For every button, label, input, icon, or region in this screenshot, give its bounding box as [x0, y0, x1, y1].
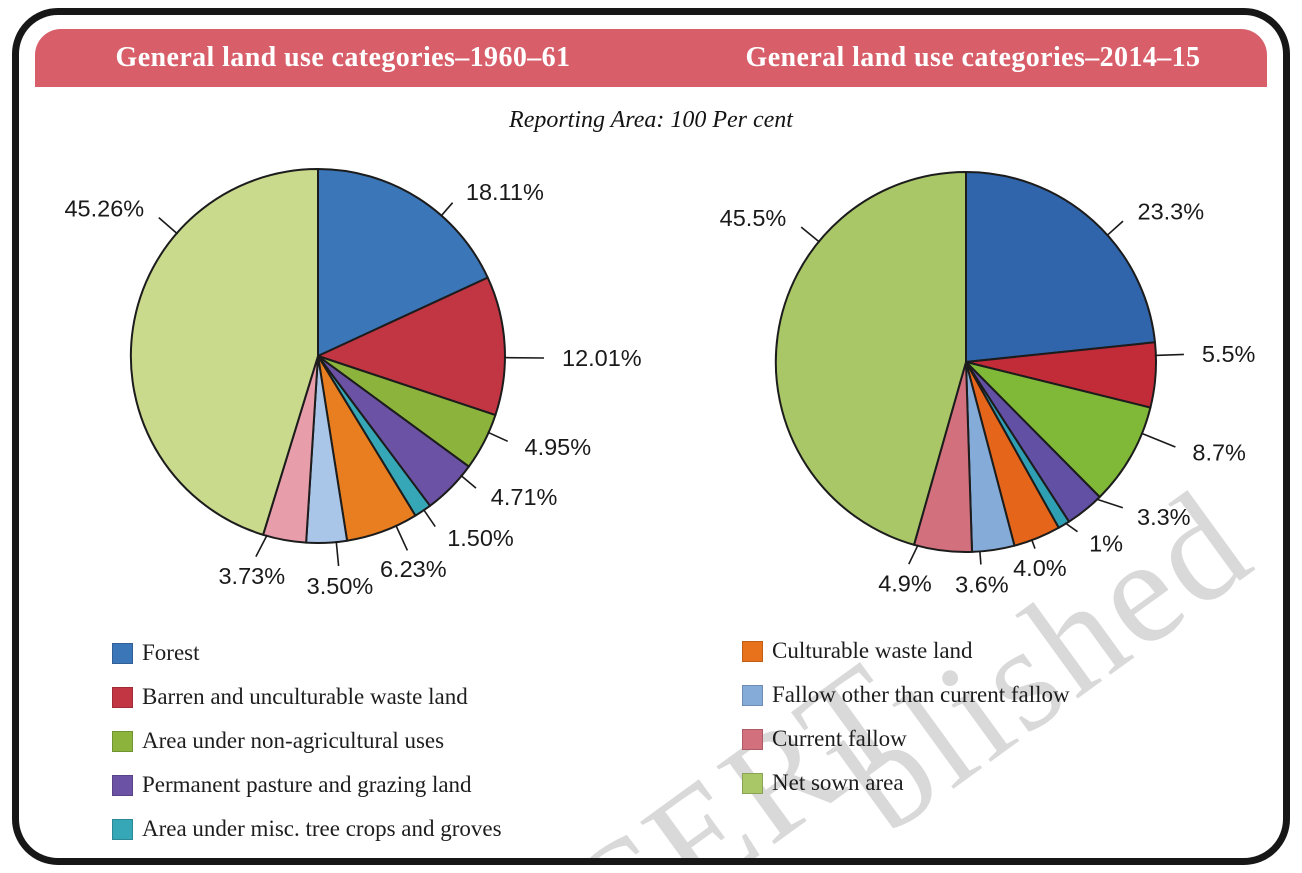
figure-frame: NCERT blished General land use categorie… [12, 8, 1290, 865]
legend-swatch-forest [112, 642, 133, 664]
pie-1960-61-leader-line-current-fallow [255, 534, 268, 557]
pie-2014-15-leader-line-forest [1106, 220, 1124, 237]
pie-2014-15-label-barren-and-unculturable-waste-land: 5.5% [1202, 341, 1256, 367]
pie-2014-15-label-area-under-misc-tree-crops-and-groves: 1% [1089, 530, 1123, 556]
legend-swatch-current-fallow [742, 728, 763, 750]
pie-1960-61-slice-forest [317, 168, 489, 357]
pie-2014-15-label-current-fallow: 4.9% [878, 571, 932, 597]
pie-1960-61-label-area-under-non-agricultural-uses: 4.95% [525, 434, 592, 460]
legend-swatch-area-under-misc-tree-crops-and-groves [112, 818, 133, 840]
pie-2014-15-leader-line-net-sown-area [800, 226, 821, 243]
pie-1960-61-leader-line-area-under-misc-tree-crops-and-groves [422, 508, 436, 528]
legend-swatch-barren-and-unculturable-waste-land [112, 686, 133, 708]
pie-1960-61-leader-line-culturable-waste-land [394, 524, 409, 551]
legend-label: Net sown area [772, 770, 904, 795]
legend-item: Permanent pasture and grazing land [112, 772, 502, 797]
pie-1960-61-leader-line-fallow-other-than-current-fallow [335, 541, 340, 567]
pie-2014-15-label-permanent-pasture-and-grazing-land: 3.3% [1137, 504, 1191, 530]
pie-1960-61-label-culturable-waste-land: 6.23% [380, 556, 447, 582]
legend-swatch-net-sown-area [742, 772, 763, 794]
legend-swatch-area-under-non-agricultural-uses [112, 730, 133, 752]
legend-item: Net sown area [742, 770, 1070, 795]
pie-2014-15-label-net-sown-area: 45.5% [720, 205, 787, 231]
legend-label: Area under misc. tree crops and groves [142, 816, 502, 841]
legend-swatch-permanent-pasture-and-grazing-land [112, 774, 133, 796]
pie-2014-15-slice-forest [965, 171, 1156, 363]
pie-2014-15-label-fallow-other-than-current-fallow: 3.6% [955, 571, 1009, 597]
reporting-area-subtitle: Reporting Area: 100 Per cent [509, 107, 793, 133]
pie-2014-15-label-culturable-waste-land: 4.0% [1013, 555, 1067, 581]
pie-2014-15-leader-line-area-under-non-agricultural-uses [1140, 432, 1176, 448]
pie-2014-15-leader-line-culturable-waste-land [1030, 539, 1036, 549]
pie-1960-61-label-net-sown-area: 45.26% [64, 195, 144, 221]
header-title-1960-61: General land use categories–1960–61 [115, 42, 571, 73]
pie-1960-61-slice-barren-and-unculturable-waste-land [317, 276, 506, 417]
pie-2014-15-leader-line-permanent-pasture-and-grazing-land [1095, 498, 1124, 509]
legend-item: Barren and unculturable waste land [112, 684, 502, 709]
legend-right-column: Culturable waste land Fallow other than c… [742, 638, 1070, 816]
legend-label: Forest [142, 640, 200, 665]
pie-1960-61-leader-line-net-sown-area [158, 216, 179, 235]
pie-1960-61-slice-net-sown-area [129, 168, 319, 536]
legend-swatch-fallow-other-than-current-fallow [742, 684, 763, 706]
legend-left-column: Forest Barren and unculturable waste land… [112, 640, 502, 858]
pie-2014-15-leader-line-current-fallow [908, 544, 919, 565]
pie-2014-15-slice-area-under-non-agricultural-uses [965, 361, 1152, 498]
pie-charts-canvas: 18.11% 12.01% 4.95% 4.71% 1.50%6.23%3.50% 3.7… [64, 168, 1256, 599]
pie-1960-61-label-permanent-pasture-and-grazing-land: 4.71% [491, 484, 558, 510]
legend-swatch-culturable-waste-land [742, 640, 763, 662]
legend-item: Fallow other than current fallow [742, 682, 1070, 707]
pie-1960-61-label-barren-and-unculturable-waste-land: 12.01% [562, 345, 642, 371]
pie-1960-61-label-forest: 18.11% [466, 179, 544, 205]
legend-item: Forest [112, 640, 502, 665]
pie-1960-61-leader-line-area-under-non-agricultural-uses [487, 431, 509, 443]
pie-2014-15-leader-line-barren-and-unculturable-waste-land [1154, 353, 1184, 357]
legend-item: Area under misc. tree crops and groves [112, 816, 502, 841]
pie-2014-15-leader-line-fallow-other-than-current-fallow [979, 550, 982, 565]
legend-item: Area under non-agricultural uses [112, 728, 502, 753]
pie-1960-61-leader-line-forest [440, 202, 454, 217]
pie-1960-61-label-current-fallow: 3.73% [218, 563, 285, 589]
pie-1960-61-leader-line-permanent-pasture-and-grazing-land [460, 474, 477, 489]
legend-label: Area under non-agricultural uses [142, 728, 445, 753]
pie-1960-61-label-area-under-misc-tree-crops-and-groves: 1.50% [447, 525, 514, 551]
pie-1960-61-label-fallow-other-than-current-fallow: 3.50% [307, 573, 374, 599]
pie-2014-15-slice-net-sown-area [774, 171, 967, 546]
legend-label: Barren and unculturable waste land [142, 684, 468, 709]
pie-2014-15-leader-line-area-under-misc-tree-crops-and-groves [1064, 522, 1078, 533]
legend-label: Fallow other than current fallow [772, 682, 1070, 707]
legend-label: Culturable waste land [772, 638, 973, 663]
pie-2014-15-label-area-under-non-agricultural-uses: 8.7% [1192, 439, 1246, 465]
legend-item: Current fallow [742, 726, 1070, 751]
pie-2014-15-label-forest: 23.3% [1138, 199, 1205, 225]
figure-header: General land use categories–1960–61 Gene… [35, 29, 1267, 87]
legend-item: Culturable waste land [742, 638, 1070, 663]
legend-label: Permanent pasture and grazing land [142, 772, 472, 797]
header-title-2014-15: General land use categories–2014–15 [745, 42, 1201, 73]
legend-label: Current fallow [772, 726, 907, 751]
